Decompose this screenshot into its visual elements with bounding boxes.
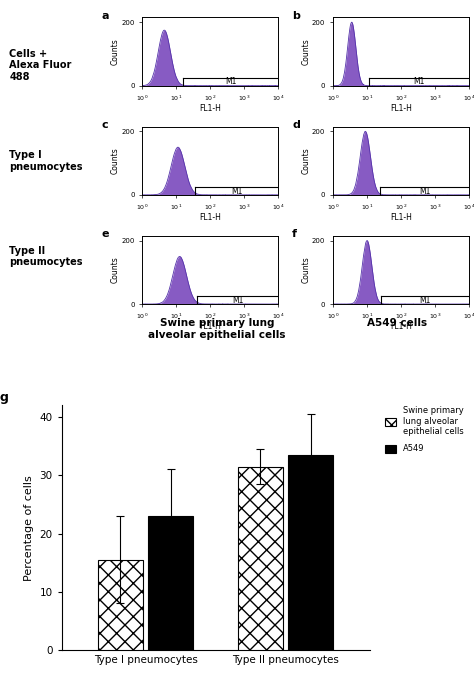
Text: M1: M1 [413, 78, 425, 87]
Text: M1: M1 [419, 296, 431, 305]
X-axis label: FL1-H: FL1-H [390, 104, 412, 113]
Text: M1: M1 [419, 187, 430, 196]
Text: d: d [292, 120, 300, 130]
X-axis label: FL1-H: FL1-H [200, 213, 221, 222]
Y-axis label: Percentage of cells: Percentage of cells [24, 475, 34, 581]
Text: e: e [101, 229, 109, 239]
X-axis label: FL1-H: FL1-H [200, 104, 221, 113]
Y-axis label: Counts: Counts [111, 257, 120, 283]
Text: c: c [101, 120, 108, 130]
Bar [238, 467, 283, 650]
Text: Type II
pneumocytes: Type II pneumocytes [9, 245, 83, 267]
Bar [98, 560, 143, 650]
Text: Swine primary lung
alveolar epithelial cells: Swine primary lung alveolar epithelial c… [148, 318, 286, 340]
Text: M1: M1 [225, 78, 237, 87]
X-axis label: FL1-H: FL1-H [390, 213, 412, 222]
Y-axis label: Counts: Counts [111, 38, 120, 65]
Y-axis label: Counts: Counts [301, 38, 310, 65]
Text: b: b [292, 10, 300, 21]
Text: f: f [292, 229, 297, 239]
Y-axis label: Counts: Counts [301, 147, 310, 174]
Bar [148, 516, 193, 650]
Text: g: g [0, 391, 9, 404]
Bar [289, 455, 333, 650]
Text: Cells +
Alexa Fluor
488: Cells + Alexa Fluor 488 [9, 49, 72, 82]
Text: a: a [101, 10, 109, 21]
Y-axis label: Counts: Counts [301, 257, 310, 283]
X-axis label: FL1-H: FL1-H [390, 322, 412, 331]
Y-axis label: Counts: Counts [111, 147, 120, 174]
Text: M1: M1 [231, 187, 242, 196]
Legend: Swine primary
lung alveolar
epithelial cells, A549: Swine primary lung alveolar epithelial c… [383, 405, 465, 455]
Text: A549 cells: A549 cells [367, 318, 427, 328]
Text: M1: M1 [232, 296, 243, 305]
X-axis label: FL1-H: FL1-H [200, 322, 221, 331]
Text: Type I
pneumocytes: Type I pneumocytes [9, 150, 83, 171]
